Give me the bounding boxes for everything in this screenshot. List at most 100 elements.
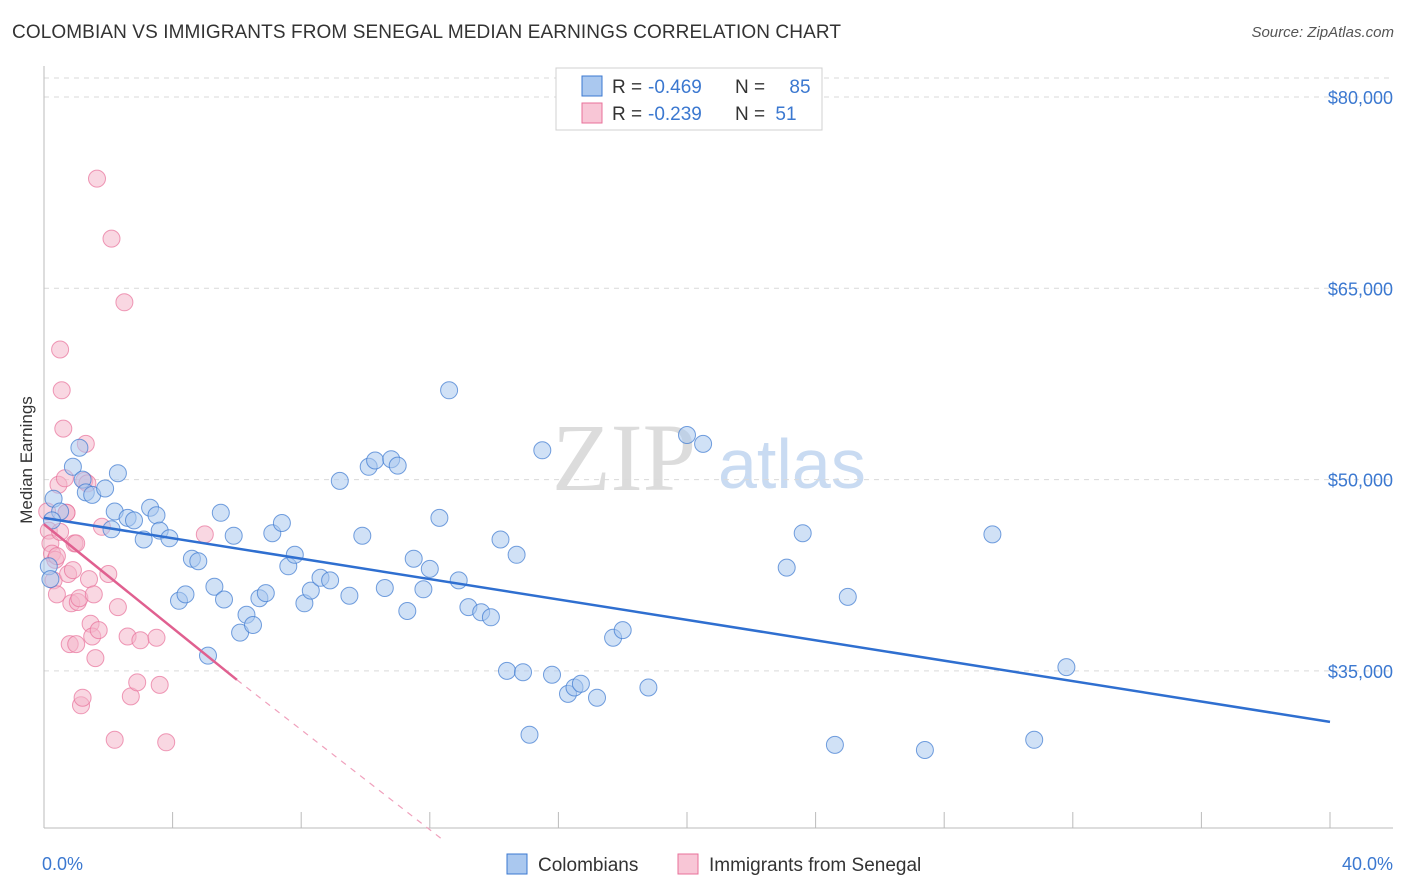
legend-n-value-2: 51 [775, 104, 796, 125]
legend-r-value-1: -0.469 [648, 77, 702, 98]
legend-n-label-2: N = [735, 104, 765, 125]
senegal-point [54, 419, 73, 438]
colombian-point [96, 479, 115, 498]
colombian-point [983, 525, 1002, 544]
trend-lines [43, 516, 1331, 841]
senegal-point [47, 585, 66, 604]
colombian-point [125, 511, 143, 530]
colombian-point [388, 456, 407, 475]
colombian-point [366, 451, 385, 470]
colombian-point [189, 552, 208, 571]
colombian-point [414, 580, 433, 599]
senegal-point [102, 229, 121, 248]
colombian-point [825, 735, 844, 754]
colombian-point [514, 663, 532, 682]
y-tick-label-65000: $65,000 [1328, 279, 1393, 299]
colombian-point [63, 457, 82, 476]
bottom-legend-swatch-senegal [677, 853, 699, 875]
chart-title: COLOMBIAN VS IMMIGRANTS FROM SENEGAL MED… [12, 22, 842, 43]
senegal-point [89, 621, 108, 640]
colombian-point [613, 621, 632, 640]
colombian-point [330, 471, 349, 490]
colombian-point [256, 584, 275, 603]
colombian-point [321, 571, 340, 590]
colombian-point [147, 506, 166, 525]
colombian-point [176, 585, 195, 604]
colombian-points [39, 381, 1076, 759]
bottom-legend-senegal: Immigrants from Senegal [709, 855, 921, 876]
senegal-point [157, 733, 176, 752]
senegal-point [150, 675, 169, 694]
colombian-point [353, 526, 372, 545]
senegal-point [128, 673, 147, 692]
colombian-point [449, 571, 468, 590]
colombian-point [491, 530, 510, 549]
colombian-point [340, 586, 359, 605]
colombian-point [520, 725, 539, 744]
legend-n-label-1: N = [735, 77, 765, 98]
colombian-point [272, 514, 291, 532]
y-tick-label-50000: $50,000 [1328, 471, 1393, 491]
colombian-point [498, 661, 516, 680]
colombian-point [915, 741, 934, 759]
colombian-point [588, 688, 606, 707]
colombian-point [285, 545, 304, 564]
senegal-point [63, 561, 82, 580]
colombian-point [375, 579, 394, 597]
colombian-point [678, 426, 696, 444]
y-tick-label-80000: $80,000 [1328, 88, 1393, 108]
senegal-trend-line [43, 523, 238, 681]
colombian-point [108, 464, 127, 483]
colombian-point [404, 549, 423, 568]
senegal-point [67, 635, 86, 654]
legend-r-value-2: -0.239 [648, 104, 702, 125]
colombian-point [639, 678, 658, 697]
gridlines [44, 77, 1393, 672]
bottom-legend-colombians: Colombians [538, 855, 638, 876]
axes: $35,000 $50,000 $65,000 $80,000 [43, 66, 1393, 829]
colombian-point [533, 441, 552, 460]
colombian-point [1025, 730, 1044, 749]
senegal-trend-extension [236, 679, 444, 841]
colombian-point [211, 503, 230, 522]
bottom-legend-swatch-colombians [506, 853, 528, 875]
series-legend: Colombians Immigrants from Senegal [506, 853, 921, 876]
colombian-point [838, 587, 857, 606]
colombian-point [205, 577, 224, 596]
correlation-legend: R = -0.469 N = 85 R = -0.239 N = 51 [555, 67, 823, 131]
senegal-point [73, 688, 92, 707]
senegal-point [147, 628, 166, 647]
senegal-point [108, 598, 127, 617]
senegal-point [52, 381, 71, 400]
x-tick-max: 40.0% [1342, 854, 1393, 874]
colombian-point [215, 590, 233, 609]
colombian-point [224, 526, 243, 545]
colombian-point [1057, 658, 1076, 677]
colombian-point [244, 616, 262, 634]
legend-n-value-1: 85 [789, 77, 810, 98]
senegal-point [115, 293, 134, 312]
colombian-point [793, 524, 812, 543]
legend-swatch-blue [581, 75, 603, 97]
colombian-point [70, 438, 89, 457]
senegal-point [195, 525, 214, 544]
x-tick-min: 0.0% [42, 854, 83, 874]
senegal-point [86, 649, 105, 668]
colombian-point [543, 665, 561, 684]
colombian-point [777, 558, 796, 577]
y-axis-label: Median Earnings [17, 396, 36, 524]
colombian-point [420, 559, 439, 578]
legend-r-label-1: R = [612, 77, 642, 98]
colombian-point [571, 674, 590, 693]
senegal-point [84, 585, 103, 604]
colombian-point [694, 434, 713, 453]
colombian-point [398, 602, 417, 620]
watermark-atlas: atlas [718, 425, 866, 503]
colombian-point [301, 581, 320, 600]
source-credit: Source: ZipAtlas.com [1251, 24, 1394, 41]
senegal-point [80, 570, 98, 589]
watermark-zip: ZIP [552, 404, 696, 511]
colombian-point [507, 545, 526, 564]
senegal-points [38, 169, 214, 752]
